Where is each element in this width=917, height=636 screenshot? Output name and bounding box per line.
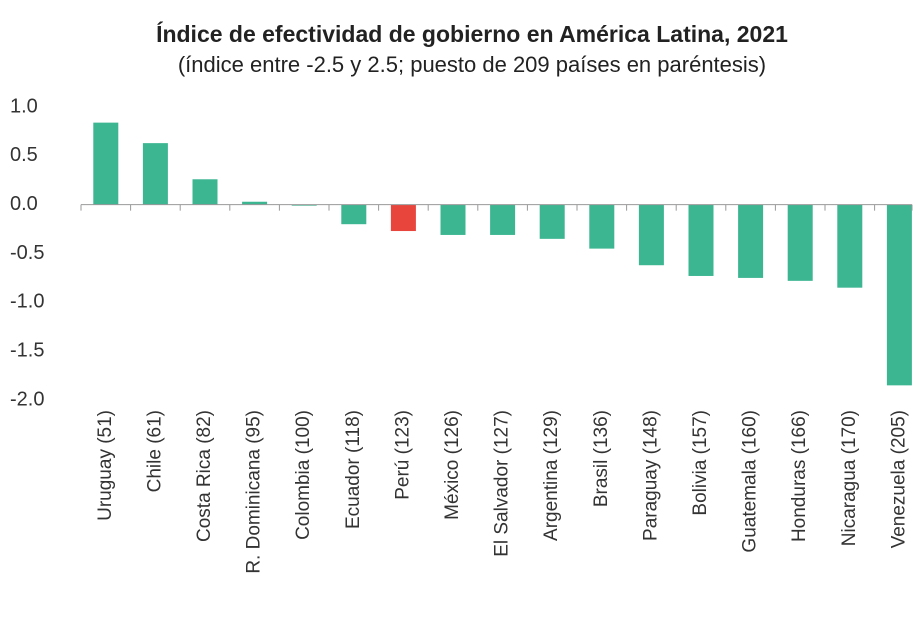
- x-tick-label: Costa Rica (82): [194, 410, 215, 542]
- x-tick-label: Paraguay (148): [640, 410, 661, 541]
- y-tick-label: 0.0: [10, 193, 38, 215]
- y-tick-label: -1.0: [10, 291, 44, 313]
- bar: [886, 204, 912, 386]
- x-tick-label: Colombia (100): [293, 410, 314, 540]
- x-tick-label: R. Dominicana (95): [244, 410, 265, 574]
- x-tick-label: Perú (123): [392, 410, 413, 500]
- bar: [93, 122, 119, 205]
- bar: [638, 204, 664, 266]
- bar: [142, 143, 168, 205]
- x-tick-label: El Salvador (127): [492, 410, 513, 557]
- bar: [787, 204, 813, 281]
- y-tick-label: -1.5: [10, 339, 44, 361]
- x-tick-label: Nicaragua (170): [839, 410, 860, 546]
- bar: [390, 204, 416, 232]
- x-tick-label: Venezuela (205): [888, 410, 909, 548]
- x-tick-label: Bolivia (157): [690, 410, 711, 516]
- x-tick-label: México (126): [442, 410, 463, 520]
- y-tick-label: 0.5: [10, 144, 38, 166]
- chart-title: Índice de efectividad de gobierno en Amé…: [156, 20, 788, 47]
- bar: [242, 201, 268, 205]
- bar: [440, 204, 466, 235]
- bar: [837, 204, 863, 288]
- y-tick-label: -2.0: [10, 388, 44, 410]
- bar: [490, 204, 516, 235]
- x-tick-label: Chile (61): [144, 410, 165, 492]
- bar: [738, 204, 764, 278]
- x-tick-label: Ecuador (118): [343, 410, 364, 529]
- y-tick-label: -0.5: [10, 242, 44, 264]
- bar: [688, 204, 714, 276]
- x-tick-label: Honduras (166): [789, 410, 810, 542]
- x-tick-label: Uruguay (51): [95, 410, 116, 521]
- bar: [341, 204, 367, 225]
- bar: [589, 204, 615, 249]
- x-tick-label: Brasil (136): [591, 410, 612, 507]
- x-tick-label: Guatemala (160): [740, 410, 761, 553]
- bar: [539, 204, 565, 239]
- chart-subtitle: (índice entre -2.5 y 2.5; puesto de 209 …: [178, 52, 766, 77]
- x-tick-label: Argentina (129): [541, 410, 562, 541]
- y-tick-label: 1.0: [10, 95, 38, 117]
- bar: [192, 179, 218, 205]
